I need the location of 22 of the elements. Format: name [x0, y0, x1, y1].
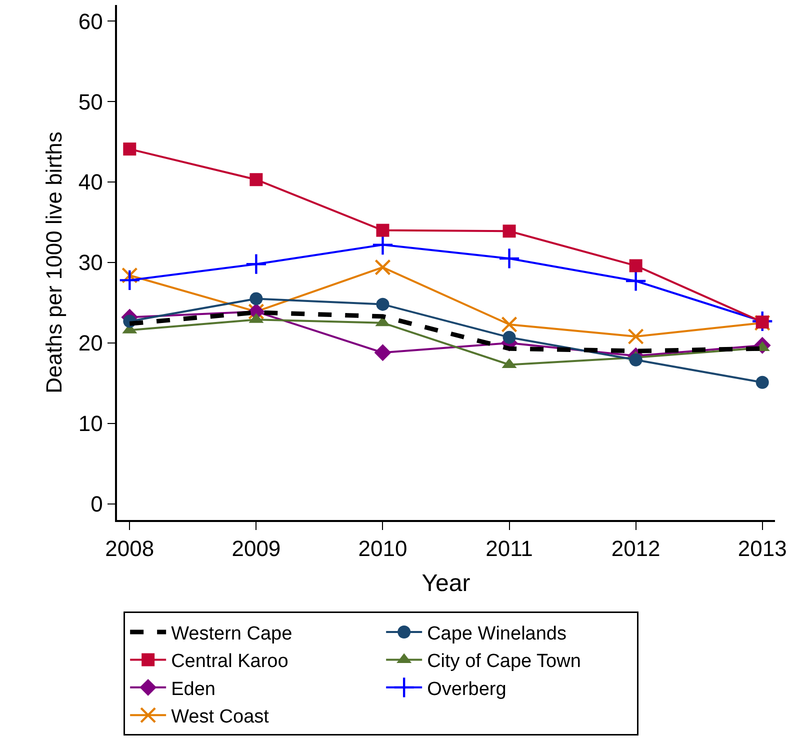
x-tick-label: 2008 — [105, 536, 154, 562]
x-tick-label: 2009 — [232, 536, 281, 562]
y-tick-label: 10 — [78, 411, 103, 436]
legend-label: Cape Winelands — [427, 623, 566, 644]
x-tick-label: 2011 — [486, 536, 533, 562]
x-tick-label: 2010 — [358, 536, 408, 562]
y-axis-title: Deaths per 1000 live births — [42, 132, 67, 394]
x-tick-label: 2012 — [611, 536, 660, 562]
legend-label: Overberg — [427, 678, 506, 700]
legend-label: City of Cape Town — [427, 651, 581, 672]
x-axis-title: Year — [422, 570, 470, 597]
legend-label: Eden — [171, 678, 216, 700]
y-tick-label: 50 — [78, 89, 103, 114]
legend-label: West Coast — [171, 706, 270, 728]
x-tick-label: 2013 — [738, 536, 787, 562]
y-tick-label: 60 — [78, 8, 103, 34]
legend-label: Central Karoo — [171, 651, 288, 672]
y-tick-label: 20 — [78, 330, 103, 356]
y-tick-label: 30 — [78, 250, 103, 276]
y-tick-label: 0 — [90, 492, 103, 517]
legend-label: Western Cape — [171, 623, 292, 644]
y-tick-label: 40 — [78, 170, 103, 195]
